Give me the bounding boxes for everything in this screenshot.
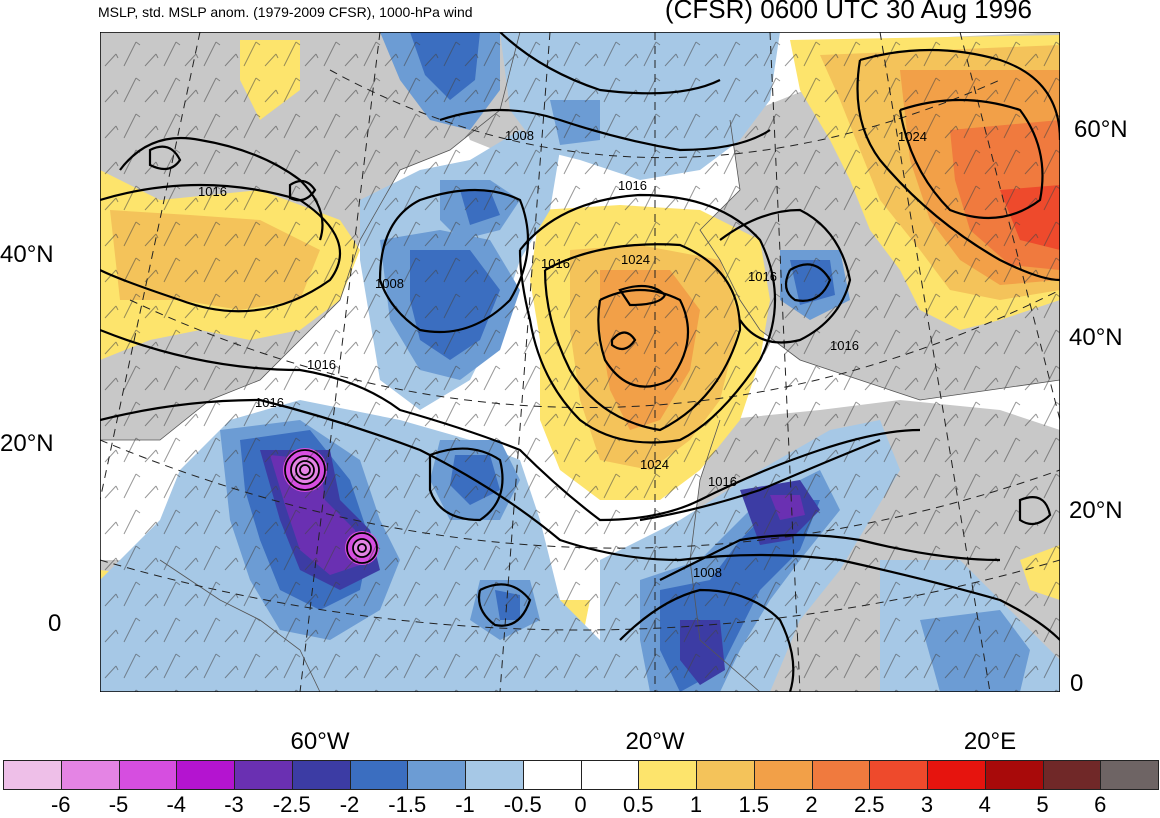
graticule: [100, 32, 1060, 692]
colorbar-label: -2.5: [272, 792, 311, 817]
lat-label-left-40n: 40°N: [0, 241, 54, 268]
isobar-label: 1008: [375, 276, 404, 291]
colorbar-swatch: [580, 760, 640, 790]
isobar-contours: [100, 32, 1060, 692]
coastlines: [100, 32, 1060, 692]
colorbar-label: 5: [1036, 792, 1049, 817]
colorbar-label: -0.5: [503, 792, 542, 817]
lat-label-left-20n: 20°N: [0, 430, 54, 457]
colorbar-label: 4: [978, 792, 991, 817]
colorbar-label: -4: [166, 792, 187, 817]
lon-label-60w: 60°W: [290, 728, 350, 755]
colorbar-swatch: [118, 760, 178, 790]
colorbar-label: 1.5: [738, 792, 770, 817]
colorbar-label: -2: [339, 792, 360, 817]
colorbar-swatch: [811, 760, 871, 790]
hurricane-isobars: [284, 449, 378, 564]
colorbar-swatch: [60, 760, 120, 790]
isobar-labels: 1016 1008 1008 1024 1016 1024 1016 1016 …: [198, 128, 927, 580]
colorbar-swatch: [1100, 760, 1159, 790]
colorbar-swatch: [522, 760, 582, 790]
lat-label-left-0: 0: [48, 610, 62, 637]
lat-label-right-20n: 20°N: [1069, 497, 1123, 524]
lat-label-right-40n: 40°N: [1069, 324, 1123, 351]
map-title: (CFSR) 0600 UTC 30 Aug 1996: [664, 0, 1032, 24]
map-canvas: 1016 1008 1008 1024 1016 1024 1016 1016 …: [100, 32, 1060, 692]
colorbar-swatch: [869, 760, 928, 790]
colorbar-swatch: [3, 760, 62, 790]
colorbar-swatch: [234, 760, 293, 790]
colorbar-label: -1: [455, 792, 475, 817]
isobar-label: 1016: [748, 269, 777, 284]
isobar-label: 1016: [198, 184, 227, 199]
isobar-label: 1024: [640, 457, 669, 472]
colorbar-label: 2.5: [853, 792, 885, 817]
colorbar-label: 6: [1094, 792, 1107, 817]
wind-barbs: [100, 32, 1060, 692]
isobar-label: 1016: [255, 395, 284, 410]
colorbar-label: -3: [224, 792, 244, 817]
isobar-label: 1016: [541, 256, 570, 271]
colorbar-swatch: [349, 760, 409, 790]
isobar-label: 1008: [505, 128, 534, 143]
lat-label-right-0: 0: [1070, 670, 1084, 697]
colorbar: [3, 760, 1159, 790]
colorbar-swatch: [696, 760, 755, 790]
colorbar-swatch: [1042, 760, 1102, 790]
colorbar-label: 2: [805, 792, 818, 817]
colorbar-swatch: [291, 760, 351, 790]
colorbar-label: -5: [108, 792, 129, 817]
isobar-label: 1016: [618, 178, 647, 193]
colorbar-label: 3: [920, 792, 934, 817]
isobar-label: 1024: [898, 129, 927, 144]
colorbar-swatch: [176, 760, 235, 790]
map-panel: 1016 1008 1008 1024 1016 1024 1016 1016 …: [100, 32, 1060, 692]
colorbar-swatch: [638, 760, 697, 790]
colorbar-label: 0: [574, 792, 587, 817]
isobar-label: 1016: [307, 357, 336, 372]
isobar-label: 1024: [621, 252, 650, 267]
colorbar-label: -6: [50, 792, 71, 817]
colorbar-label: -1.5: [388, 792, 427, 817]
lon-label-20e: 20°E: [963, 728, 1017, 755]
isobar-label: 1016: [830, 338, 859, 353]
colorbar-swatch: [465, 760, 524, 790]
colorbar-swatch: [407, 760, 466, 790]
colorbar-swatch: [927, 760, 986, 790]
colorbar-swatch: [984, 760, 1044, 790]
colorbar-swatch: [753, 760, 813, 790]
isobar-label: 1016: [708, 474, 737, 489]
lon-label-20w: 20°W: [625, 728, 685, 755]
colorbar-label: 0.5: [622, 792, 654, 817]
colorbar-label: 1: [689, 792, 703, 817]
map-subtitle: MSLP, std. MSLP anom. (1979-2009 CFSR), …: [98, 4, 473, 20]
lat-label-right-60n: 60°N: [1074, 116, 1128, 143]
isobar-label: 1008: [693, 565, 722, 580]
